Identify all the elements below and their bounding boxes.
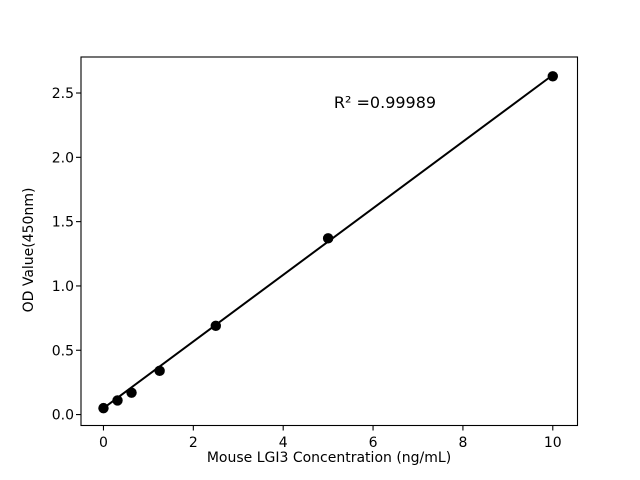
data-point (126, 387, 137, 398)
r-squared-annotation: R² =0.99989 (334, 93, 436, 112)
x-tick-label: 2 (189, 435, 198, 451)
y-tick-label: 2.0 (52, 150, 74, 166)
y-tick-label: 0.5 (52, 343, 74, 359)
y-tick-label: 0.0 (52, 408, 74, 424)
x-tick-label: 10 (544, 435, 562, 451)
data-point (112, 395, 123, 406)
y-axis-ticks: 0.0 0.5 1.0 1.5 2.0 2.5 (52, 86, 81, 424)
y-tick-label: 1.5 (52, 215, 74, 231)
x-axis-label: Mouse LGI3 Concentration (ng/mL) (207, 450, 451, 466)
data-point (322, 233, 334, 244)
x-tick-label: 0 (99, 435, 108, 451)
data-point (547, 71, 558, 82)
data-point (98, 402, 109, 414)
y-tick-label: 1.0 (52, 279, 74, 295)
y-tick-label: 2.5 (52, 86, 74, 102)
x-tick-label: 6 (369, 435, 378, 451)
data-series (98, 71, 558, 414)
plot-area-border (80, 56, 579, 427)
x-axis-ticks: 0 2 4 6 8 10 (99, 425, 562, 451)
x-tick-label: 4 (279, 435, 288, 451)
data-point (210, 320, 221, 332)
data-point (154, 365, 165, 377)
x-tick-label: 8 (458, 435, 467, 451)
y-axis-label: OD Value(450nm) (21, 188, 37, 313)
